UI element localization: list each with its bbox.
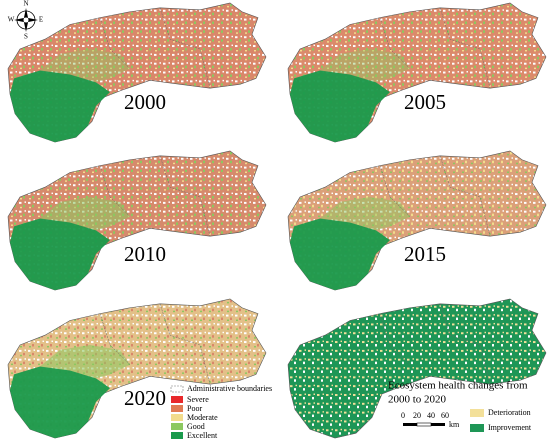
boundary (379, 7, 491, 89)
boundary (99, 7, 211, 89)
year-label: 2000 (124, 90, 166, 114)
year-label: 2020 (124, 386, 166, 410)
good-zone (40, 345, 130, 379)
scale-label: 0 (401, 411, 405, 420)
legend-label: Administrative boundaries (187, 384, 272, 393)
good-zone (320, 49, 410, 83)
legend-label: Moderate (187, 413, 218, 422)
scale-bar (416, 422, 432, 427)
maps (7, 2, 547, 439)
legend-swatch (171, 396, 183, 403)
change-title: Ecosystem health changes from (388, 380, 528, 392)
map-panel (7, 150, 267, 291)
map-panel (7, 2, 267, 143)
boundary (99, 155, 211, 237)
boundary (379, 303, 491, 385)
compass-e: E (39, 16, 43, 24)
scale-bar (431, 423, 445, 426)
legend-label: Poor (187, 404, 202, 413)
region (287, 298, 547, 439)
boundary (99, 303, 211, 385)
legend-swatch (470, 424, 484, 432)
change-title: 2000 to 2020 (388, 394, 447, 406)
scale-label: 60 (441, 411, 449, 420)
year-label: 2005 (404, 90, 446, 114)
legend-swatch (171, 423, 183, 430)
excellent-zone (10, 70, 110, 143)
compass-star (14, 8, 38, 32)
legend-swatch (470, 409, 484, 417)
map-panel (287, 2, 547, 143)
change-legend: Ecosystem health changes from 2000 to 20… (388, 380, 532, 432)
legend-label: Excellent (187, 431, 218, 440)
legend-label: Deterioration (488, 408, 531, 417)
scale-label: 20 (413, 411, 421, 420)
legend-swatch (171, 414, 183, 421)
good-zone (40, 49, 130, 83)
excellent-zone (290, 218, 390, 291)
compass-n: N (23, 0, 28, 8)
map-panel (287, 150, 547, 291)
good-zone (40, 197, 130, 231)
legend: Administrative boundaries Severe Poor Mo… (170, 384, 272, 440)
legend-swatch (171, 432, 183, 439)
good-zone (320, 197, 410, 231)
legend-swatch (170, 385, 184, 393)
year-label: 2015 (404, 242, 446, 266)
scale-unit: km (449, 420, 460, 429)
legend-swatch (171, 405, 183, 412)
map-panel (7, 298, 267, 439)
map-panel (287, 298, 547, 439)
excellent-zone (290, 70, 390, 143)
excellent-zone (10, 218, 110, 291)
legend-label: Good (187, 422, 205, 431)
compass: N S E W (8, 0, 43, 41)
boundary (379, 155, 491, 237)
scale-bar (403, 423, 417, 426)
compass-s: S (24, 33, 28, 41)
legend-label: Improvement (488, 423, 532, 432)
year-label: 2010 (124, 242, 166, 266)
compass-w: W (8, 16, 15, 24)
legend-label: Severe (187, 395, 209, 404)
scale-label: 40 (427, 411, 435, 420)
excellent-zone (10, 366, 110, 439)
